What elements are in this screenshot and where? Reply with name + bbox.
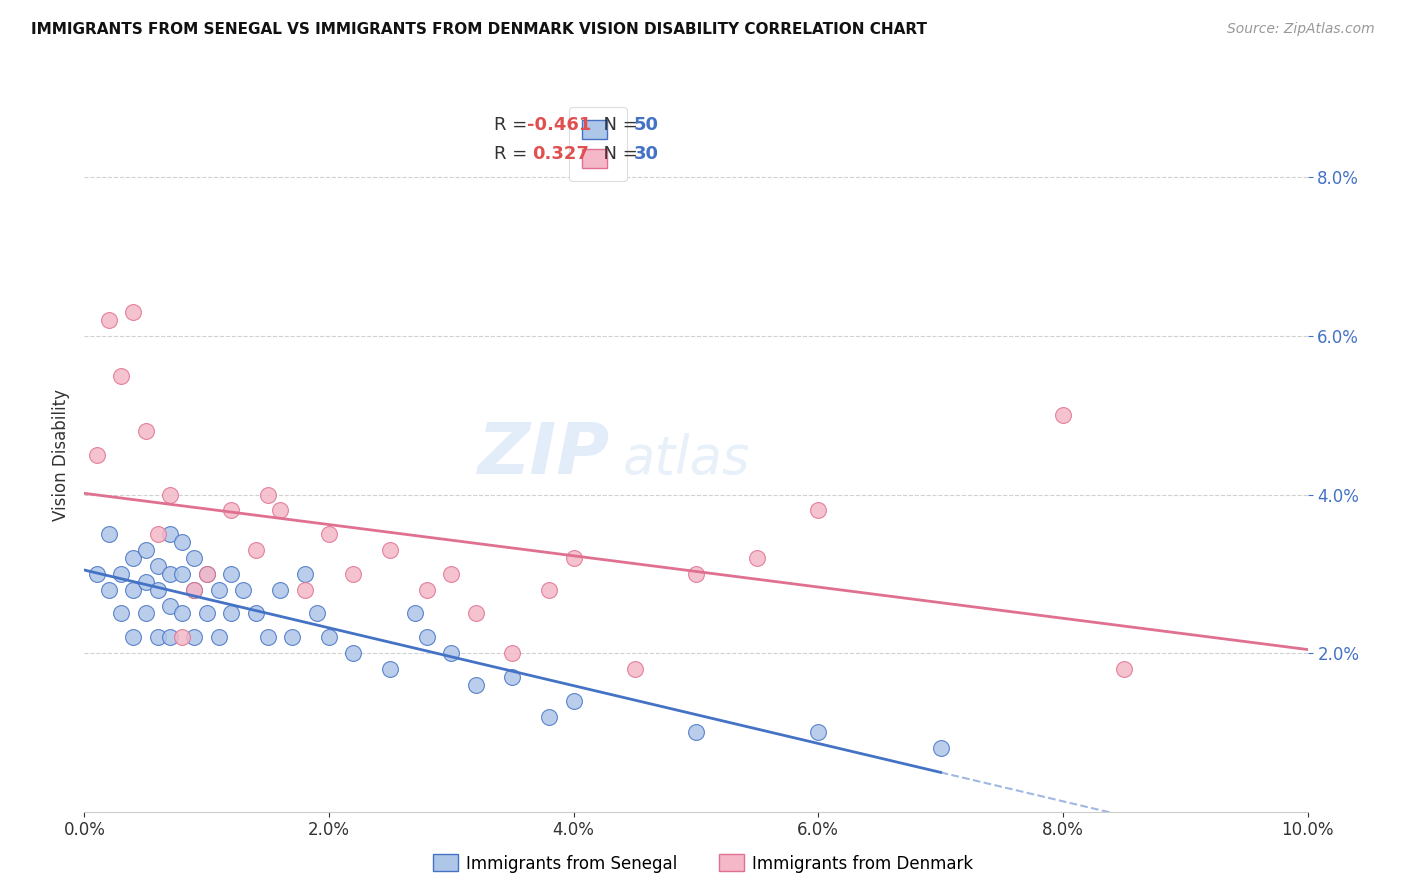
Point — [159, 630, 181, 644]
Point — [135, 607, 157, 621]
Point — [404, 607, 426, 621]
Point — [172, 607, 194, 621]
Point — [380, 543, 402, 558]
Point — [685, 566, 707, 581]
Point — [245, 543, 267, 558]
Point — [929, 741, 952, 756]
Point — [195, 566, 218, 581]
Point — [135, 574, 157, 589]
Point — [195, 566, 218, 581]
Point — [110, 607, 132, 621]
Point — [294, 566, 316, 581]
Point — [146, 527, 169, 541]
Text: -0.461: -0.461 — [527, 116, 592, 134]
Text: R =: R = — [494, 116, 533, 134]
Point — [318, 630, 340, 644]
Point — [502, 670, 524, 684]
Point — [122, 630, 145, 644]
Point — [294, 582, 316, 597]
Point — [562, 551, 585, 566]
Point — [440, 646, 463, 660]
Point — [318, 527, 340, 541]
Text: 0.327: 0.327 — [531, 145, 589, 162]
Point — [380, 662, 402, 676]
Point — [122, 305, 145, 319]
Point — [538, 709, 561, 723]
Point — [257, 630, 280, 644]
Text: ZIP: ZIP — [478, 420, 610, 490]
Text: N =: N = — [592, 116, 644, 134]
Point — [538, 582, 561, 597]
Point — [110, 368, 132, 383]
Point — [135, 424, 157, 438]
Point — [183, 551, 205, 566]
Point — [122, 551, 145, 566]
Text: N =: N = — [592, 145, 644, 162]
Text: 50: 50 — [634, 116, 658, 134]
Point — [342, 646, 364, 660]
Point — [269, 582, 291, 597]
Point — [219, 607, 242, 621]
Point — [807, 725, 830, 739]
Point — [219, 503, 242, 517]
Point — [562, 694, 585, 708]
Point — [416, 582, 439, 597]
Point — [416, 630, 439, 644]
Point — [172, 566, 194, 581]
Point — [159, 599, 181, 613]
Point — [183, 582, 205, 597]
Point — [807, 503, 830, 517]
Text: Source: ZipAtlas.com: Source: ZipAtlas.com — [1227, 22, 1375, 37]
Point — [172, 535, 194, 549]
Point — [342, 566, 364, 581]
Point — [122, 582, 145, 597]
Point — [1052, 409, 1074, 423]
Point — [159, 487, 181, 501]
Point — [281, 630, 304, 644]
Point — [747, 551, 769, 566]
Point — [245, 607, 267, 621]
Point — [172, 630, 194, 644]
Point — [97, 527, 120, 541]
Point — [232, 582, 254, 597]
Point — [146, 582, 169, 597]
Point — [110, 566, 132, 581]
Point — [624, 662, 647, 676]
Point — [195, 607, 218, 621]
Point — [1114, 662, 1136, 676]
Text: atlas: atlas — [623, 433, 749, 484]
Legend: Immigrants from Senegal, Immigrants from Denmark: Immigrants from Senegal, Immigrants from… — [426, 847, 980, 880]
Point — [86, 566, 108, 581]
Y-axis label: Vision Disability: Vision Disability — [52, 389, 70, 521]
Point — [440, 566, 463, 581]
Point — [159, 566, 181, 581]
Point — [159, 527, 181, 541]
Point — [183, 630, 205, 644]
Text: 30: 30 — [634, 145, 658, 162]
Point — [685, 725, 707, 739]
Point — [257, 487, 280, 501]
Text: R =: R = — [494, 145, 538, 162]
Legend: , : , — [569, 107, 627, 181]
Point — [208, 630, 231, 644]
Point — [219, 566, 242, 581]
Point — [464, 607, 486, 621]
Point — [146, 630, 169, 644]
Point — [97, 582, 120, 597]
Point — [86, 448, 108, 462]
Point — [269, 503, 291, 517]
Point — [135, 543, 157, 558]
Point — [146, 558, 169, 573]
Point — [97, 313, 120, 327]
Point — [208, 582, 231, 597]
Point — [183, 582, 205, 597]
Point — [502, 646, 524, 660]
Point — [305, 607, 328, 621]
Point — [464, 678, 486, 692]
Text: IMMIGRANTS FROM SENEGAL VS IMMIGRANTS FROM DENMARK VISION DISABILITY CORRELATION: IMMIGRANTS FROM SENEGAL VS IMMIGRANTS FR… — [31, 22, 927, 37]
